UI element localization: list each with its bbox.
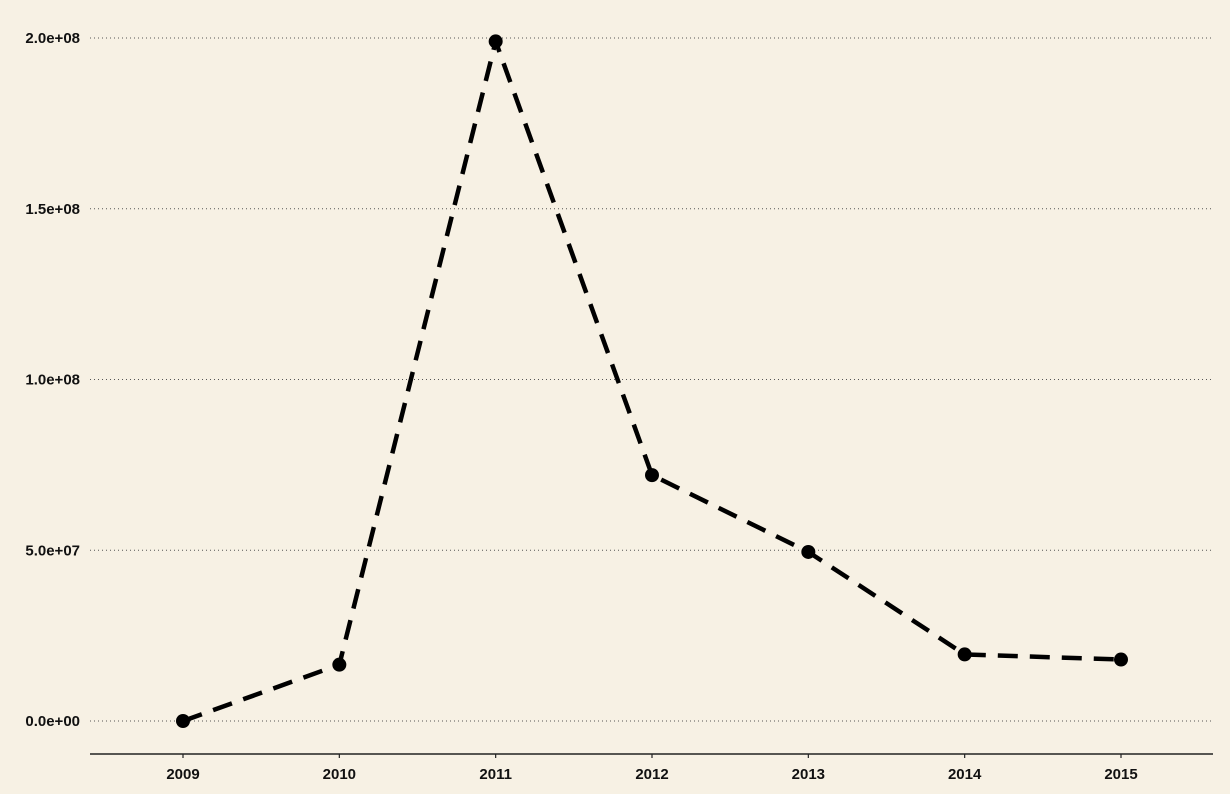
grid-lines xyxy=(90,37,1213,722)
x-tick-label: 2009 xyxy=(166,766,199,783)
series xyxy=(176,34,1128,728)
x-tick-label: 2013 xyxy=(792,766,825,783)
data-point xyxy=(332,657,347,672)
data-point xyxy=(645,468,659,483)
x-tick-label: 2015 xyxy=(1104,766,1137,783)
y-axis-tick-labels: 0.0e+00 5.0e+07 1.0e+08 1.5e+08 2.0e+08 xyxy=(25,30,80,730)
data-point xyxy=(488,34,503,49)
data-point xyxy=(801,544,816,559)
y-tick-label: 2.0e+08 xyxy=(25,30,80,47)
x-tick-label: 2012 xyxy=(635,766,668,783)
data-point xyxy=(957,647,972,662)
data-point xyxy=(1114,652,1128,667)
y-tick-label: 1.5e+08 xyxy=(25,201,80,218)
y-tick-label: 1.0e+08 xyxy=(25,372,80,389)
data-point xyxy=(176,714,190,728)
x-tick-label: 2011 xyxy=(479,766,512,783)
x-tick-label: 2010 xyxy=(323,766,356,783)
x-axis: 2009 2010 2011 2012 2013 2014 2015 xyxy=(166,754,1138,783)
x-tick-label: 2014 xyxy=(948,766,982,783)
y-tick-label: 0.0e+00 xyxy=(25,713,80,730)
series-line xyxy=(182,39,1122,724)
y-tick-label: 5.0e+07 xyxy=(25,542,80,559)
